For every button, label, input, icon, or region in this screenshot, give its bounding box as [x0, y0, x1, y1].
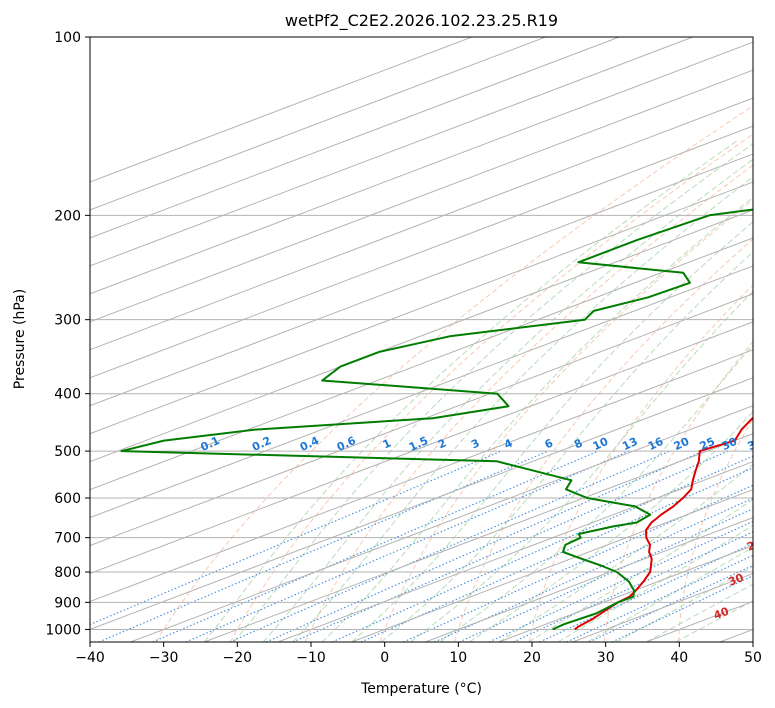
x-tick-label: −10	[296, 650, 326, 666]
isotherm-line	[90, 37, 620, 239]
x-axis-label: Temperature (°C)	[360, 681, 482, 697]
mixing-ratio-line	[98, 450, 549, 642]
mixing-ratio-line	[512, 531, 753, 642]
y-tick-label: 500	[54, 444, 81, 460]
y-tick-label: 900	[54, 595, 81, 611]
mixing-ratio-line	[331, 455, 753, 642]
y-tick-label: 100	[54, 30, 81, 46]
x-tick-label: −30	[149, 650, 179, 666]
mixing-ratio-label: 16	[646, 435, 666, 453]
mixing-ratio-line	[566, 554, 753, 642]
mixing-ratio-line	[185, 450, 630, 642]
isotherm-line	[204, 433, 753, 642]
isotherm-line	[90, 237, 753, 491]
plot-area: -100-90-80-70-60-50-40-30-20-10010203040…	[90, 37, 766, 642]
isotherm-line	[90, 153, 753, 407]
x-tick-label: 10	[449, 650, 467, 666]
x-tick-label: 0	[380, 650, 389, 666]
y-tick-label: 800	[54, 565, 81, 581]
isotherm-line	[277, 461, 753, 642]
y-tick-label: 600	[54, 491, 81, 507]
dry-adiabat-line	[603, 340, 753, 642]
x-tick-label: 20	[523, 650, 541, 666]
y-tick-label: 300	[54, 313, 81, 329]
dry-adiabat-line	[155, 105, 753, 642]
mixing-ratio-line	[360, 467, 753, 642]
x-tick-label: 40	[670, 650, 688, 666]
dry-adiabat-line	[229, 133, 753, 642]
mixing-ratio-label: 20	[672, 435, 692, 453]
y-tick-label: 200	[54, 208, 81, 224]
isotherm-line	[90, 349, 753, 603]
isotherm-line	[90, 97, 753, 351]
x-tick-label: −20	[223, 650, 253, 666]
y-tick-label: 400	[54, 387, 81, 403]
x-tick-label: −40	[75, 650, 105, 666]
mixing-ratio-line	[539, 542, 753, 642]
isotherm-line	[90, 41, 753, 295]
mixing-ratio-line	[292, 450, 729, 642]
isotherm-label: 30	[727, 571, 746, 589]
mixing-ratio-label: 13	[620, 435, 639, 453]
mixing-ratio-label: 25	[698, 435, 717, 453]
dry-adiabat-line	[528, 284, 753, 642]
isotherm-line	[351, 489, 753, 642]
isotherm-line	[425, 517, 753, 642]
mixing-ratio-label: 30	[720, 435, 740, 453]
dry-adiabat-line	[304, 164, 753, 642]
mixing-ratio-line	[229, 450, 670, 642]
x-tick-label: 30	[597, 650, 615, 666]
mixing-ratio-line	[488, 520, 753, 642]
axes: −40 −30 −20 −10 0 10 20 30 40 50 100 200 300 400 500 60…	[45, 30, 762, 666]
isotherm-line	[90, 209, 753, 463]
isotherm-line	[90, 125, 753, 379]
isotherm-line	[90, 37, 473, 183]
isotherm-line	[90, 37, 546, 211]
temperature-profile-line	[574, 416, 753, 631]
isotherm-line	[90, 181, 753, 435]
dry-adiabat-line	[454, 238, 753, 642]
isotherm-line	[90, 321, 753, 575]
mixing-ratio-line	[152, 450, 599, 642]
plot-frame	[89, 36, 754, 643]
isotherm-line	[90, 377, 753, 630]
isotherm-line	[90, 69, 753, 323]
mixing-ratio-label: 36	[746, 435, 766, 453]
y-axis-label: Pressure (hPa)	[12, 289, 28, 389]
isotherm-line	[90, 293, 753, 547]
isotherm-line	[90, 37, 694, 267]
isotherm-label: 20	[745, 536, 764, 554]
x-tick-label: 50	[744, 650, 762, 666]
y-tick-label: 700	[54, 531, 81, 547]
chart-title: wetPf2_C2E2.2026.102.23.25.R19	[285, 11, 558, 31]
mixing-ratio-line	[90, 450, 502, 626]
isotherm-label: 40	[712, 605, 731, 623]
isotherm-line	[130, 405, 753, 642]
isotherm-line	[90, 265, 753, 519]
y-tick-label: 1000	[45, 622, 81, 638]
mixing-ratio-label: 10	[591, 435, 611, 453]
dewpoint-profile-line	[120, 208, 753, 631]
